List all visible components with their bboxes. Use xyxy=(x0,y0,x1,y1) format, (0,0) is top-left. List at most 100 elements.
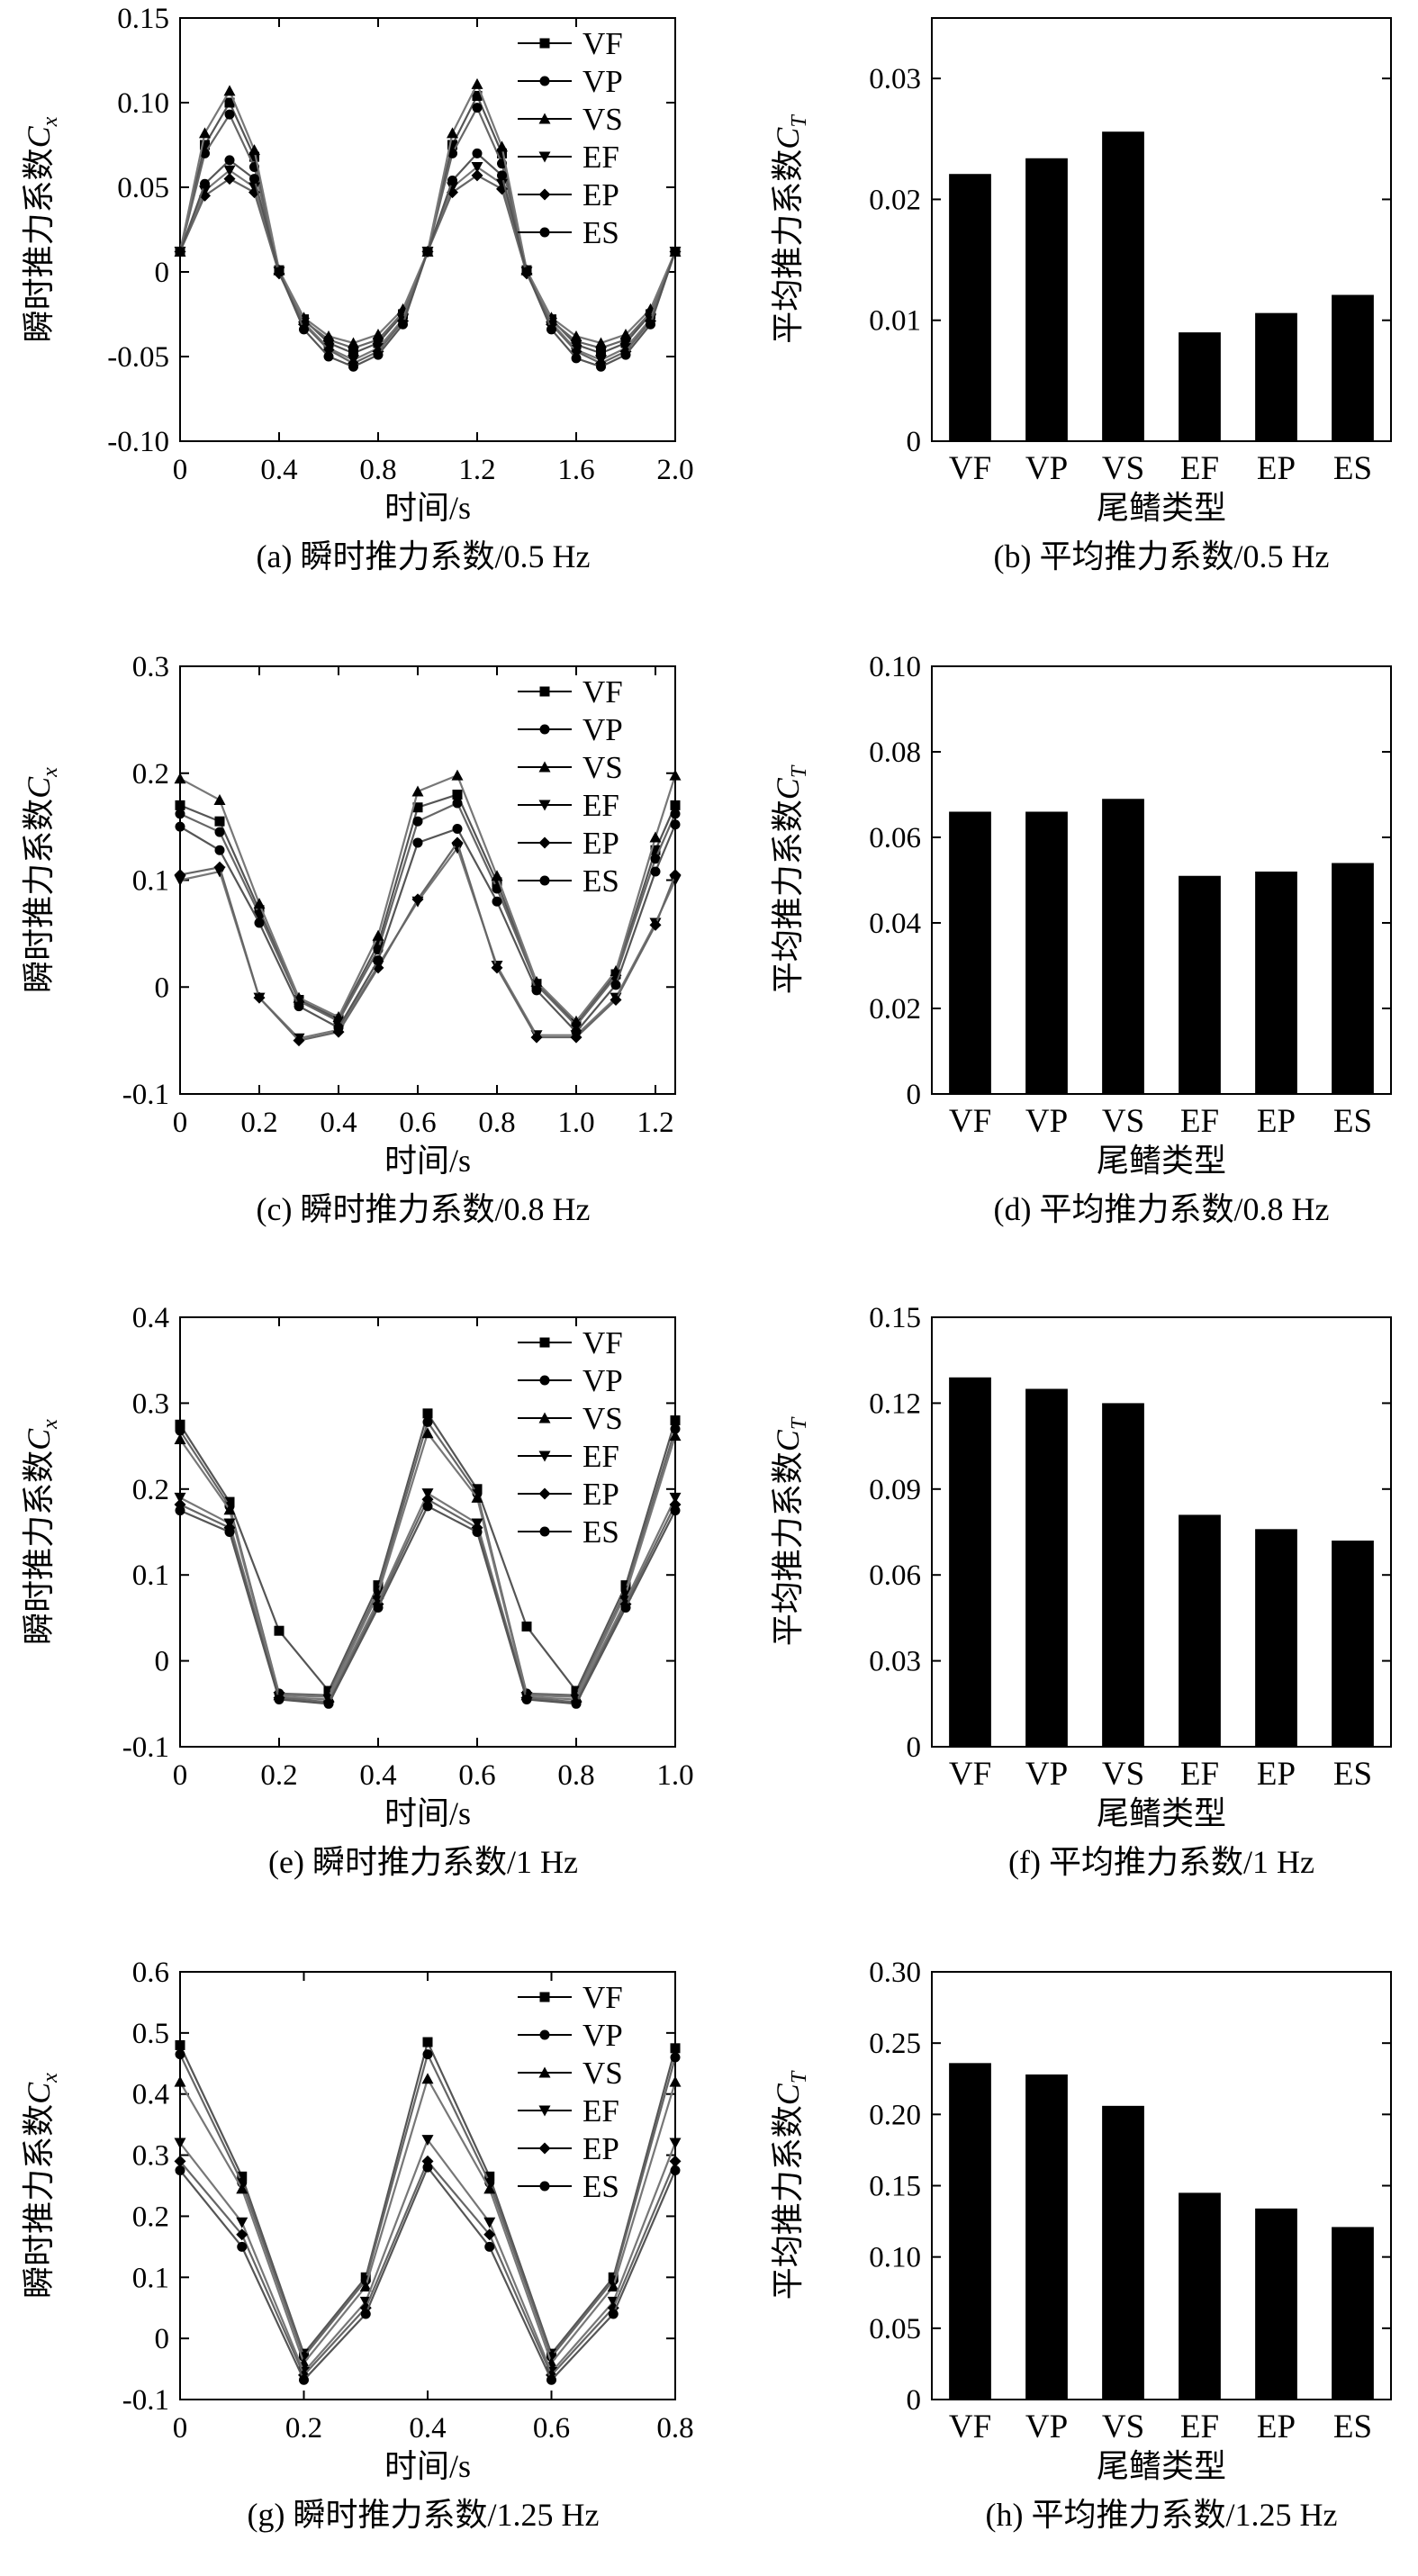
data-point xyxy=(224,109,235,120)
y-tick-label: 0.4 xyxy=(132,2079,169,2111)
bar xyxy=(1255,1529,1297,1747)
data-point xyxy=(299,2374,309,2385)
y-tick-label: 0.15 xyxy=(869,1302,921,1334)
data-point xyxy=(274,267,285,277)
data-point xyxy=(649,831,662,843)
y-tick-label: -0.1 xyxy=(122,2384,169,2417)
data-point xyxy=(237,2171,248,2182)
y-tick-label: 0.4 xyxy=(132,1302,169,1334)
x-axis-label: 时间/s xyxy=(384,2448,471,2484)
x-tick-label: 0 xyxy=(173,454,188,486)
data-point xyxy=(421,2135,434,2147)
data-point xyxy=(253,991,266,1004)
legend-marker xyxy=(538,2105,551,2117)
x-tick-label: EP xyxy=(1257,450,1296,487)
data-point xyxy=(398,319,408,330)
x-axis-label: 时间/s xyxy=(384,490,471,526)
data-point xyxy=(595,337,607,348)
x-tick-label: 1.0 xyxy=(656,1759,693,1792)
x-tick-label: ES xyxy=(1333,450,1372,487)
series-ES xyxy=(175,148,681,372)
y-tick-label: 0.2 xyxy=(132,2201,169,2233)
legend-marker xyxy=(538,836,551,849)
data-point xyxy=(175,2165,185,2176)
y-tick-label: 0.05 xyxy=(117,172,169,204)
data-point xyxy=(670,1424,681,1434)
legend-label: VS xyxy=(583,102,623,137)
data-point xyxy=(175,2039,185,2050)
data-point xyxy=(471,1491,483,1503)
legend-label: EP xyxy=(583,826,619,861)
data-point xyxy=(175,809,185,819)
data-point xyxy=(452,790,463,800)
y-axis-label-text: 瞬时推力系数 xyxy=(21,148,57,342)
legend-marker xyxy=(538,188,551,201)
legend-label: VF xyxy=(583,1980,623,2015)
legend-marker xyxy=(539,2181,550,2192)
data-point xyxy=(669,1430,682,1442)
data-point xyxy=(274,1695,285,1705)
y-axis-label-symbol: C xyxy=(770,1429,806,1451)
data-point xyxy=(372,929,384,941)
legend-marker xyxy=(539,2029,550,2040)
data-point xyxy=(223,173,236,185)
data-point xyxy=(174,1492,186,1504)
data-point xyxy=(373,1580,384,1591)
bar xyxy=(1332,2227,1374,2400)
y-axis-label-symbol: C xyxy=(21,776,57,799)
legend-marker xyxy=(538,1451,551,1462)
data-point xyxy=(214,816,225,827)
data-point xyxy=(421,1427,434,1439)
y-axis-label-subscript: x xyxy=(39,116,62,127)
data-point xyxy=(412,837,423,848)
bar xyxy=(1025,811,1068,1094)
y-axis-label-subscript: T xyxy=(788,764,811,778)
x-tick-label: 0.4 xyxy=(359,1759,396,1792)
legend-marker xyxy=(538,1487,551,1500)
data-point xyxy=(472,1527,483,1537)
data-point xyxy=(570,1015,583,1026)
data-point xyxy=(471,169,483,182)
y-tick-label: 0.10 xyxy=(117,87,169,120)
data-point xyxy=(447,127,458,139)
data-point xyxy=(650,854,661,864)
legend-marker xyxy=(539,1526,550,1537)
data-point xyxy=(620,349,631,360)
y-tick-label: 0 xyxy=(907,1731,922,1764)
x-tick-label: 0.8 xyxy=(557,1759,594,1792)
y-axis-label: 平均推力系数CT xyxy=(770,1416,811,1646)
data-point xyxy=(348,348,358,358)
panel-caption: (e) 瞬时推力系数/1 Hz xyxy=(268,1844,578,1880)
data-point xyxy=(174,869,186,881)
bar xyxy=(1179,875,1221,1094)
data-point xyxy=(619,329,632,340)
x-tick-label: 0.6 xyxy=(533,2412,570,2445)
data-point xyxy=(323,1698,334,1709)
panel-caption: (g) 瞬时推力系数/1.25 Hz xyxy=(248,2497,600,2533)
y-tick-label: 0 xyxy=(907,2384,922,2417)
data-point xyxy=(451,836,464,849)
y-tick-label: 0.09 xyxy=(869,1474,921,1506)
series-EF xyxy=(174,2135,682,2378)
legend-label: EF xyxy=(583,1439,619,1474)
x-tick-label: EP xyxy=(1257,1756,1296,1793)
data-point xyxy=(175,2049,185,2060)
x-tick-label: 2.0 xyxy=(656,454,693,486)
legend-marker xyxy=(538,1412,551,1424)
x-axis-label: 时间/s xyxy=(384,1795,471,1831)
panel-caption: (f) 平均推力系数/1 Hz xyxy=(1008,1844,1314,1880)
data-point xyxy=(199,127,211,139)
data-point xyxy=(496,140,508,152)
data-point xyxy=(650,866,661,877)
x-axis-label: 时间/s xyxy=(384,1143,471,1179)
data-point xyxy=(200,178,210,189)
data-point xyxy=(359,2280,372,2291)
legend-label: EF xyxy=(583,140,619,175)
x-tick-label: 0.8 xyxy=(359,454,396,486)
y-tick-label: 0.6 xyxy=(132,1957,169,1989)
x-axis-label: 尾鳍类型 xyxy=(1097,1143,1226,1179)
data-point xyxy=(570,330,583,341)
